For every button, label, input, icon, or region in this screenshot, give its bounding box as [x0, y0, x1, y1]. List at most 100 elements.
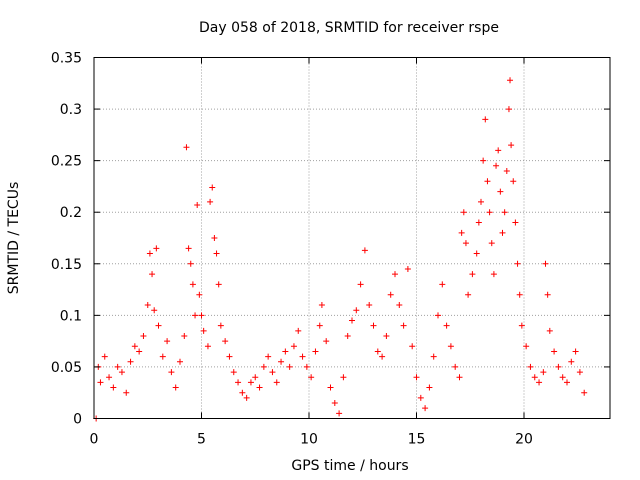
data-point	[340, 374, 347, 381]
data-point	[490, 271, 497, 278]
plot-frame	[93, 57, 611, 419]
data-point	[213, 250, 220, 257]
data-point	[518, 322, 525, 329]
data-point	[189, 281, 196, 288]
data-point	[400, 322, 407, 329]
data-point	[507, 77, 514, 84]
data-point	[101, 353, 108, 360]
y-axis-label: SRMTID / TECUs	[6, 182, 22, 295]
data-point	[144, 302, 151, 309]
data-point	[151, 307, 158, 314]
data-point	[413, 374, 420, 381]
data-point	[510, 178, 517, 185]
y-tick-label: 0	[73, 412, 82, 428]
x-tick-label: 5	[197, 432, 206, 448]
data-point	[149, 271, 156, 278]
data-point	[523, 343, 530, 350]
data-point	[269, 369, 276, 376]
data-point	[97, 379, 104, 386]
data-point	[349, 317, 355, 324]
data-point	[260, 363, 267, 370]
data-point	[536, 379, 543, 386]
data-point	[366, 302, 373, 309]
data-point	[146, 250, 153, 257]
x-tick-label: 0	[90, 432, 99, 448]
data-point	[265, 353, 272, 360]
data-point	[196, 291, 203, 298]
data-point	[185, 245, 192, 252]
data-point	[204, 343, 211, 350]
data-point	[465, 291, 472, 298]
data-point	[527, 363, 534, 370]
data-point	[475, 219, 482, 226]
data-point	[127, 358, 134, 365]
data-point	[370, 322, 377, 329]
data-point	[435, 312, 441, 319]
data-point	[357, 281, 364, 288]
data-point	[159, 353, 166, 360]
data-point	[131, 343, 138, 350]
data-point	[217, 322, 224, 329]
y-tick-label: 0.35	[51, 51, 82, 67]
data-point	[409, 343, 416, 350]
data-point	[114, 363, 121, 370]
data-point	[559, 374, 566, 381]
data-point	[516, 291, 523, 298]
data-point	[576, 369, 583, 376]
data-point	[383, 332, 390, 339]
y-tick-label: 0.1	[60, 308, 82, 324]
data-point	[456, 374, 463, 381]
data-point	[508, 142, 515, 149]
data-point	[323, 338, 330, 345]
data-point	[327, 384, 334, 391]
y-tick-label: 0.15	[51, 257, 82, 273]
data-point	[478, 198, 484, 205]
data-point	[514, 260, 521, 267]
data-point	[387, 291, 394, 298]
data-point	[392, 271, 398, 278]
data-point	[486, 209, 493, 216]
data-point	[247, 379, 254, 386]
data-point	[172, 384, 179, 391]
data-point	[581, 389, 588, 396]
data-point	[273, 379, 280, 386]
grid	[94, 57, 610, 419]
data-point	[460, 209, 467, 216]
data-point	[243, 394, 250, 401]
y-tick-label: 0.25	[51, 154, 82, 170]
data-point	[155, 322, 162, 329]
data-point	[353, 307, 360, 314]
data-point	[181, 332, 188, 339]
data-point	[168, 369, 175, 376]
data-point	[482, 116, 489, 123]
data-point	[299, 353, 306, 360]
data-point	[303, 363, 310, 370]
data-point	[531, 374, 538, 381]
data-point	[235, 379, 242, 386]
data-point	[551, 348, 558, 355]
data-point	[544, 291, 551, 298]
data-point	[252, 374, 259, 381]
y-tick-label: 0.3	[60, 102, 82, 118]
data-point	[207, 198, 214, 205]
data-point	[194, 201, 201, 208]
data-point	[336, 410, 343, 417]
data-point	[452, 363, 459, 370]
data-point	[404, 265, 411, 272]
data-point	[430, 353, 437, 360]
data-point	[495, 147, 502, 154]
data-point	[136, 348, 143, 355]
data-point	[278, 358, 285, 365]
axis-ticks: 0 0.05 0.1 0.15 0.2 0.25 0.3 0.35 0 5 10 15 20	[51, 51, 610, 448]
data-point	[198, 312, 205, 319]
data-point	[344, 332, 351, 339]
x-tick-label: 10	[300, 432, 318, 448]
data-point	[379, 353, 386, 360]
data-points	[93, 77, 588, 422]
data-point	[239, 389, 246, 396]
data-point	[503, 167, 510, 174]
chart-title: Day 058 of 2018, SRMTID for receiver rsp…	[199, 20, 499, 36]
data-point	[572, 348, 579, 355]
x-tick-label: 20	[515, 432, 533, 448]
